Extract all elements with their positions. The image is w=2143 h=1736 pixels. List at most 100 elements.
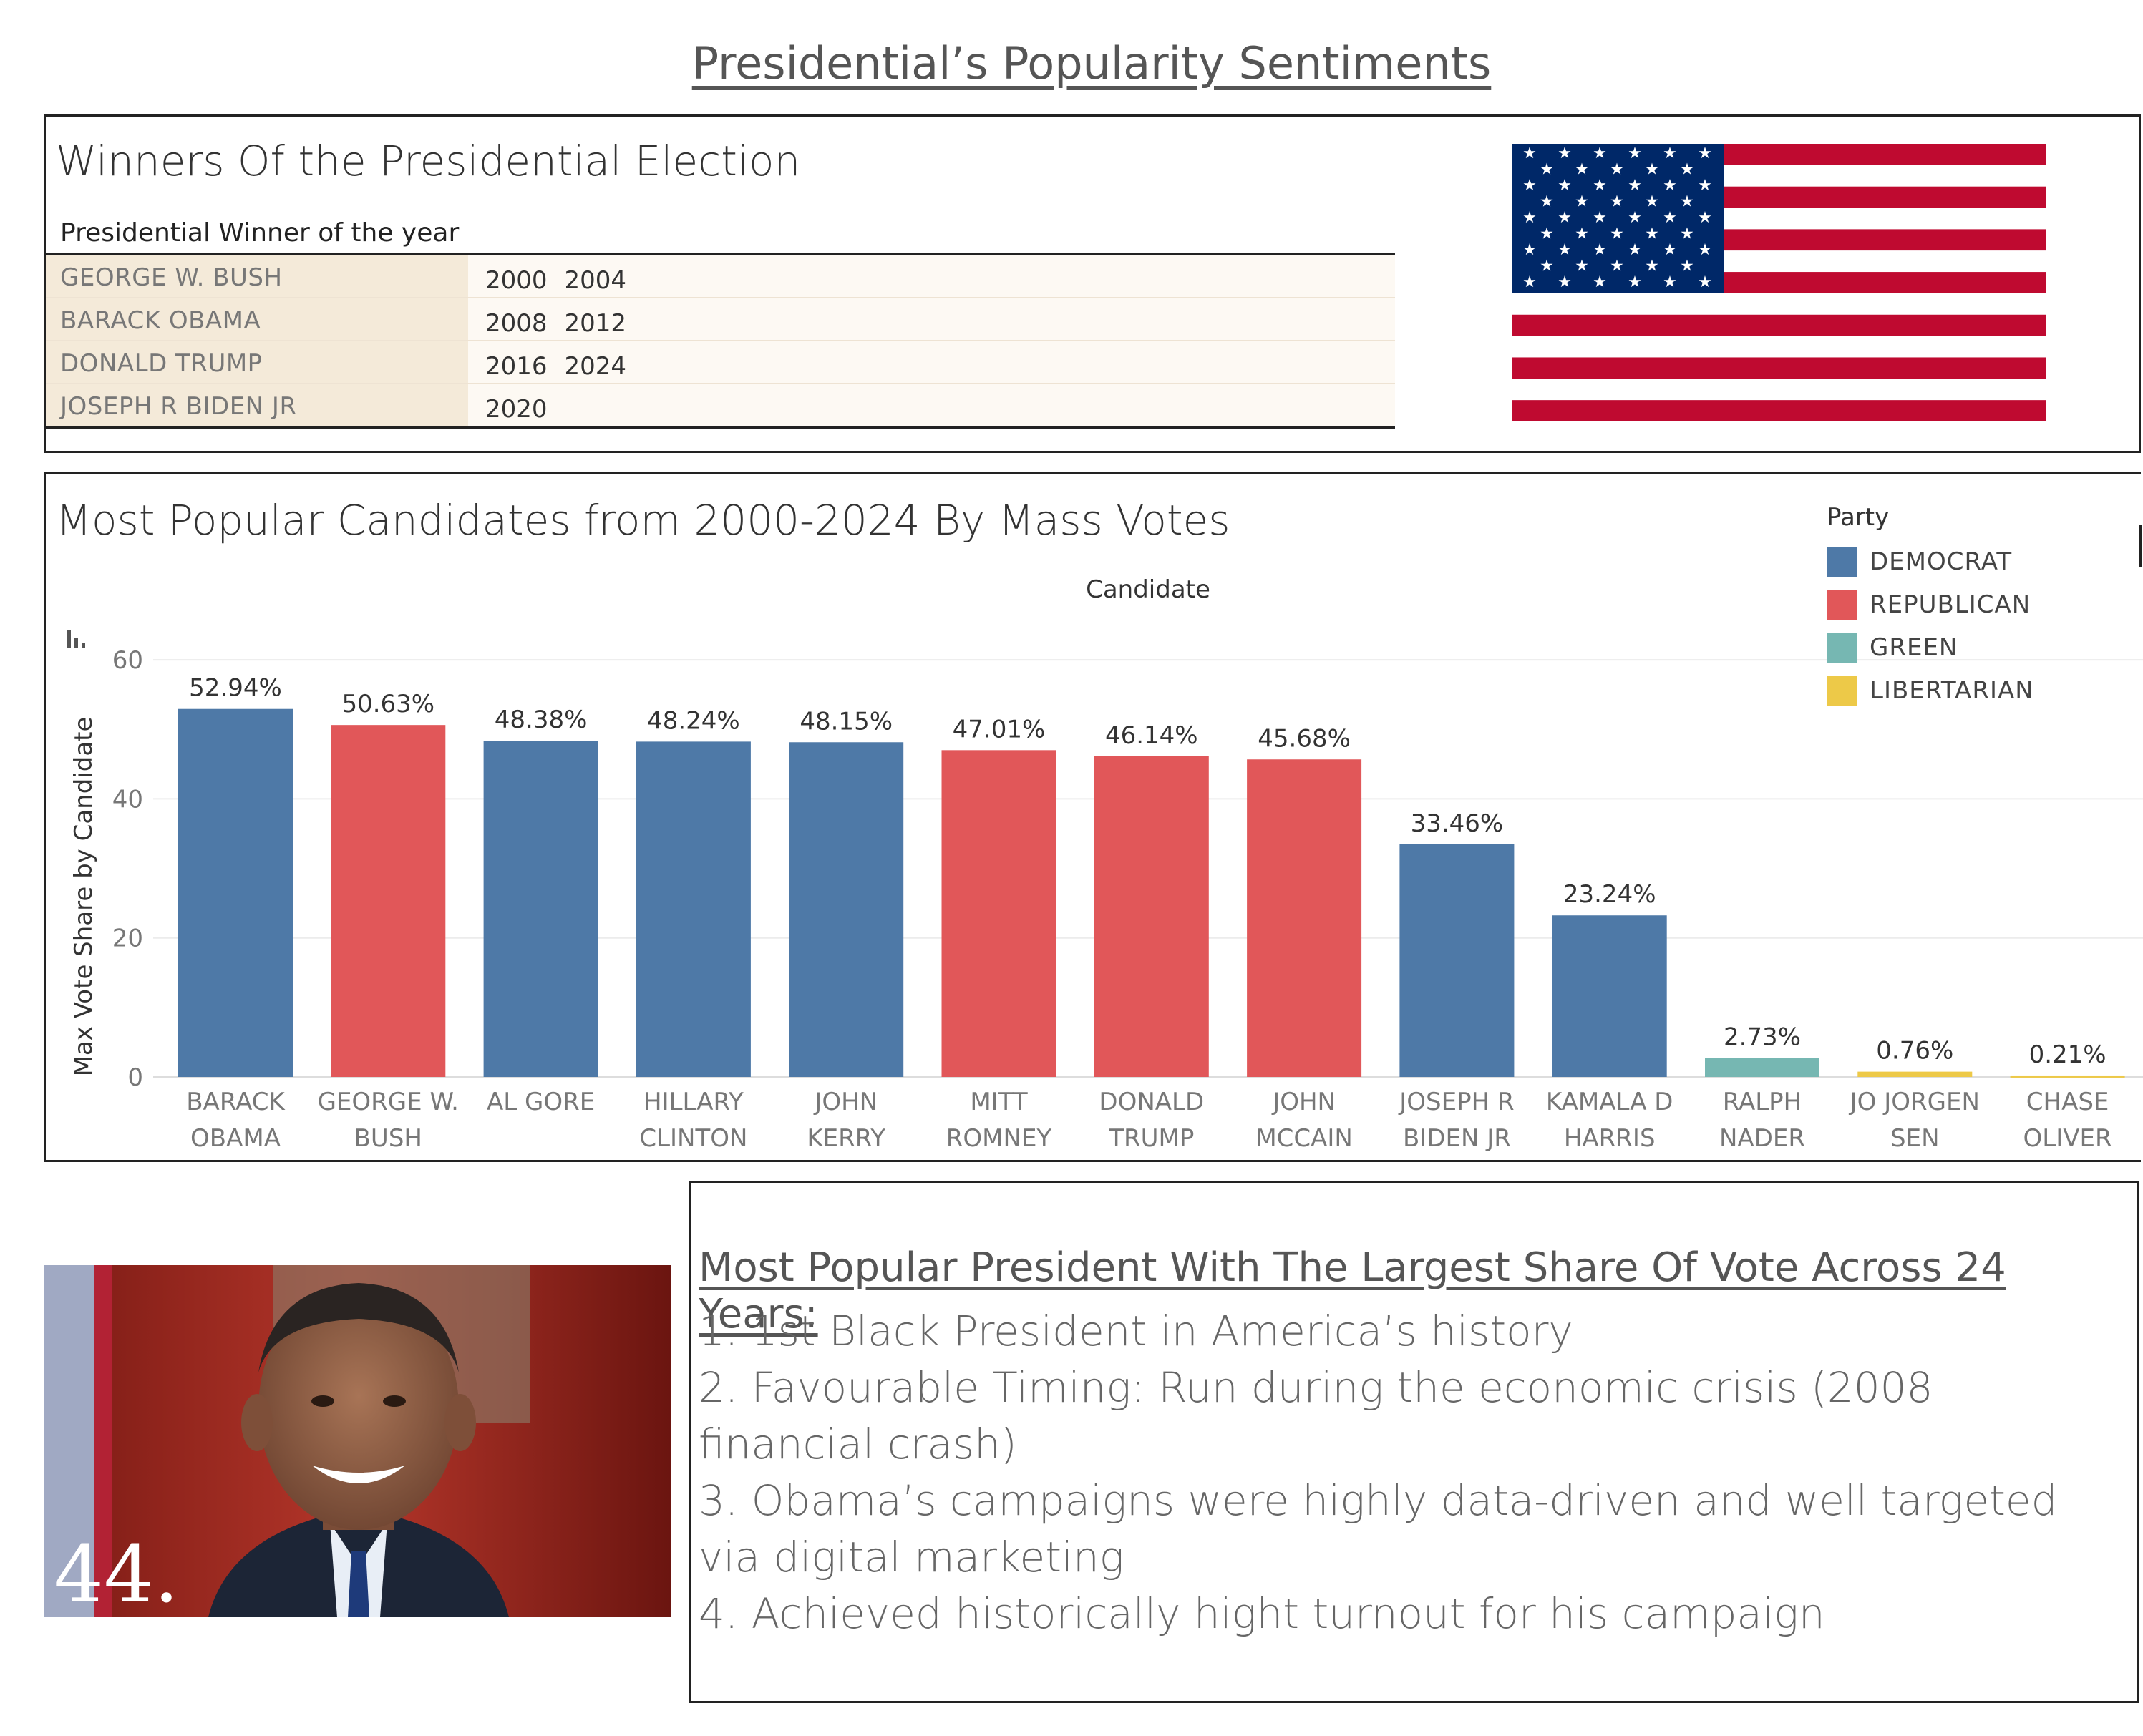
legend-label: REPUBLICAN	[1870, 590, 2031, 619]
legend-label: GREEN	[1870, 633, 1958, 662]
notes-list-item: 2. Favourable Timing: Run during the eco…	[699, 1363, 1933, 1468]
bar[interactable]	[636, 741, 751, 1077]
winner-years-cell: 2020	[468, 384, 1395, 426]
y-tick-label: 40	[112, 785, 143, 814]
winner-year: 2012	[564, 309, 627, 338]
legend-item[interactable]: DEMOCRAT	[1827, 540, 2034, 583]
notes-list-item: 3. Obama’s campaigns were highly data-dr…	[699, 1476, 2058, 1581]
legend-swatch	[1827, 676, 1857, 706]
flag-star: ★	[1558, 273, 1572, 291]
flag-star: ★	[1628, 273, 1642, 291]
flag-star: ★	[1680, 161, 1694, 179]
us-flag-image: ★ ★ ★ ★ ★ ★★ ★ ★ ★ ★★ ★ ★ ★ ★ ★★ ★ ★ ★ ★★ ★ ★ ★ ★ ★★ ★ ★ ★ ★★ ★ ★ ★ ★ ★★…	[1512, 144, 2046, 421]
flag-star: ★	[1645, 161, 1659, 179]
legend-item[interactable]: REPUBLICAN	[1827, 583, 2034, 626]
winners-heading: Winners Of the Presidential Election	[56, 137, 801, 185]
legend-item[interactable]: LIBERTARIAN	[1827, 669, 2034, 712]
bar[interactable]	[1247, 759, 1362, 1077]
flag-star: ★	[1698, 145, 1712, 162]
flag-star: ★	[1593, 145, 1607, 162]
flag-star: ★	[1610, 225, 1624, 243]
bar[interactable]	[178, 708, 293, 1077]
winner-name-cell: DONALD TRUMP	[46, 341, 468, 383]
legend-swatch	[1827, 633, 1857, 663]
bar-value-label: 0.21%	[2029, 1040, 2106, 1069]
winners-table: GEORGE W. BUSH 2000 2004 BARACK OBAMA 2008 20…	[46, 253, 1395, 429]
bar[interactable]	[483, 741, 598, 1077]
flag-star: ★	[1558, 177, 1572, 195]
winner-name-cell: BARACK OBAMA	[46, 298, 468, 340]
winner-year: 2020	[485, 395, 548, 424]
flag-star: ★	[1680, 193, 1694, 211]
bar[interactable]	[1705, 1058, 1819, 1077]
x-tick-label: KERRY	[807, 1124, 885, 1153]
legend-label: DEMOCRAT	[1870, 547, 2013, 576]
flag-star: ★	[1698, 177, 1712, 195]
flag-star: ★	[1575, 193, 1589, 211]
y-axis-sort-icon[interactable]	[67, 630, 85, 648]
x-tick-label: MITT	[970, 1088, 1028, 1116]
flag-star: ★	[1593, 209, 1607, 227]
portrait-number-caption: 44.	[54, 1528, 179, 1617]
x-tick-label: KAMALA D	[1546, 1088, 1673, 1116]
x-tick-label: BUSH	[354, 1124, 422, 1153]
flag-stripe	[1512, 314, 2046, 336]
flag-star: ★	[1610, 258, 1624, 275]
bar[interactable]	[1857, 1071, 1973, 1077]
flag-star: ★	[1610, 193, 1624, 211]
flag-stripe	[1512, 379, 2046, 401]
winner-name-cell: JOSEPH R BIDEN JR	[46, 384, 468, 426]
flag-star: ★	[1575, 258, 1589, 275]
flag-star: ★	[1645, 258, 1659, 275]
flag-star: ★	[1698, 209, 1712, 227]
notes-list: 1. 1st Black President in America’s hist…	[699, 1303, 2116, 1642]
bar-value-label: 23.24%	[1563, 880, 1656, 909]
bar-value-label: 48.38%	[495, 706, 588, 734]
winner-year: 2000	[485, 266, 548, 295]
x-tick-label: BIDEN JR	[1403, 1124, 1511, 1153]
bar[interactable]	[941, 750, 1056, 1077]
legend-swatch	[1827, 547, 1857, 577]
winner-year: 2004	[564, 266, 627, 295]
bar[interactable]	[1094, 756, 1209, 1077]
bar-value-label: 47.01%	[953, 715, 1046, 743]
winners-table-caption: Presidential Winner of the year	[60, 218, 460, 248]
notes-list-item: 4. Achieved historically hight turnout f…	[699, 1589, 1825, 1638]
flag-star: ★	[1663, 177, 1677, 195]
bar-value-label: 45.68%	[1258, 724, 1351, 753]
winners-table-row: GEORGE W. BUSH 2000 2004	[46, 255, 1395, 298]
flag-star: ★	[1558, 209, 1572, 227]
bar-value-label: 33.46%	[1411, 809, 1504, 838]
flag-star: ★	[1663, 209, 1677, 227]
legend-swatch	[1827, 590, 1857, 620]
x-tick-label: JOHN	[1271, 1088, 1336, 1116]
winner-year: 2016	[485, 352, 548, 381]
flag-star: ★	[1645, 193, 1659, 211]
flag-star: ★	[1663, 273, 1677, 291]
flag-star: ★	[1680, 225, 1694, 243]
flag-star: ★	[1698, 273, 1712, 291]
flag-star: ★	[1522, 145, 1537, 162]
flag-stripe	[1512, 400, 2046, 421]
flag-star: ★	[1540, 225, 1554, 243]
legend-title: Party	[1827, 503, 1890, 532]
bar[interactable]	[789, 742, 904, 1077]
winner-year: 2024	[564, 352, 627, 381]
bar[interactable]	[1552, 915, 1667, 1077]
flag-star: ★	[1522, 241, 1537, 259]
bar[interactable]	[331, 725, 446, 1077]
flag-star: ★	[1575, 161, 1589, 179]
bar-value-label: 48.24%	[647, 706, 740, 735]
chart-panel: Most Popular Candidates from 2000-2024 B…	[44, 472, 2143, 1162]
bar[interactable]	[2010, 1075, 2125, 1078]
x-tick-label: CLINTON	[639, 1124, 747, 1153]
winners-table-row: JOSEPH R BIDEN JR 2020	[46, 384, 1395, 426]
x-tick-label: BARACK	[186, 1088, 286, 1116]
legend-item[interactable]: GREEN	[1827, 626, 2034, 669]
bar[interactable]	[1399, 844, 1515, 1077]
chart-title: Most Popular Candidates from 2000-2024 B…	[56, 496, 1230, 545]
flag-star: ★	[1628, 145, 1642, 162]
x-tick-label: NADER	[1719, 1124, 1805, 1153]
flag-stripe	[1512, 293, 2046, 315]
x-tick-label: HARRIS	[1564, 1124, 1656, 1153]
